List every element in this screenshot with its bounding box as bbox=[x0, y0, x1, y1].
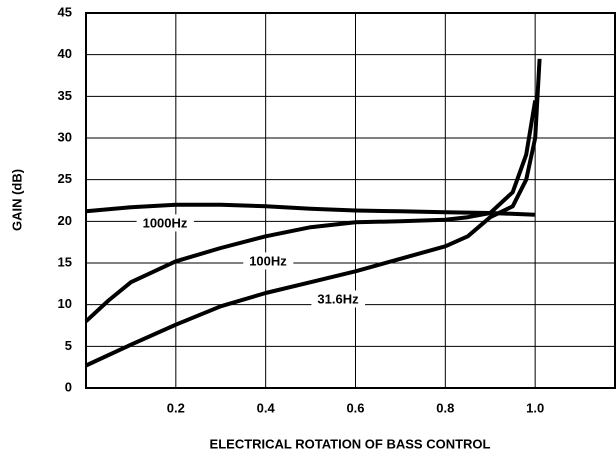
series-label: 100Hz bbox=[249, 253, 287, 268]
series-label-bg bbox=[243, 252, 294, 270]
x-tick-label: 0.6 bbox=[346, 400, 364, 415]
series-label: 31.6Hz bbox=[317, 291, 359, 306]
x-tick-label: 1.0 bbox=[526, 400, 544, 415]
y-tick-label: 25 bbox=[58, 171, 72, 186]
y-tick-label: 15 bbox=[58, 254, 72, 269]
plot-frame bbox=[85, 12, 616, 389]
line bbox=[84, 100, 538, 323]
y-tick-label: 10 bbox=[58, 296, 72, 311]
y-tick-label: 30 bbox=[58, 129, 72, 144]
y-tick-label: 35 bbox=[58, 88, 72, 103]
y-tick-label: 40 bbox=[58, 46, 72, 61]
x-tick-label: 0.2 bbox=[167, 400, 185, 415]
x-tick-label: 0.8 bbox=[436, 400, 454, 415]
y-tick-label: 5 bbox=[65, 338, 72, 353]
y-tick-label: 0 bbox=[65, 379, 72, 394]
y-tick-label: 45 bbox=[58, 4, 72, 19]
series-label: 1000Hz bbox=[143, 215, 188, 230]
line bbox=[85, 202, 536, 217]
x-tick-label: 0.4 bbox=[257, 400, 276, 415]
series-label-bg bbox=[136, 214, 194, 232]
y-axis-label: GAIN (dB) bbox=[9, 169, 24, 231]
line bbox=[85, 58, 542, 368]
series-label-bg bbox=[311, 290, 366, 308]
y-tick-label: 20 bbox=[58, 213, 72, 228]
x-axis-label: ELECTRICAL ROTATION OF BASS CONTROL bbox=[210, 436, 491, 451]
